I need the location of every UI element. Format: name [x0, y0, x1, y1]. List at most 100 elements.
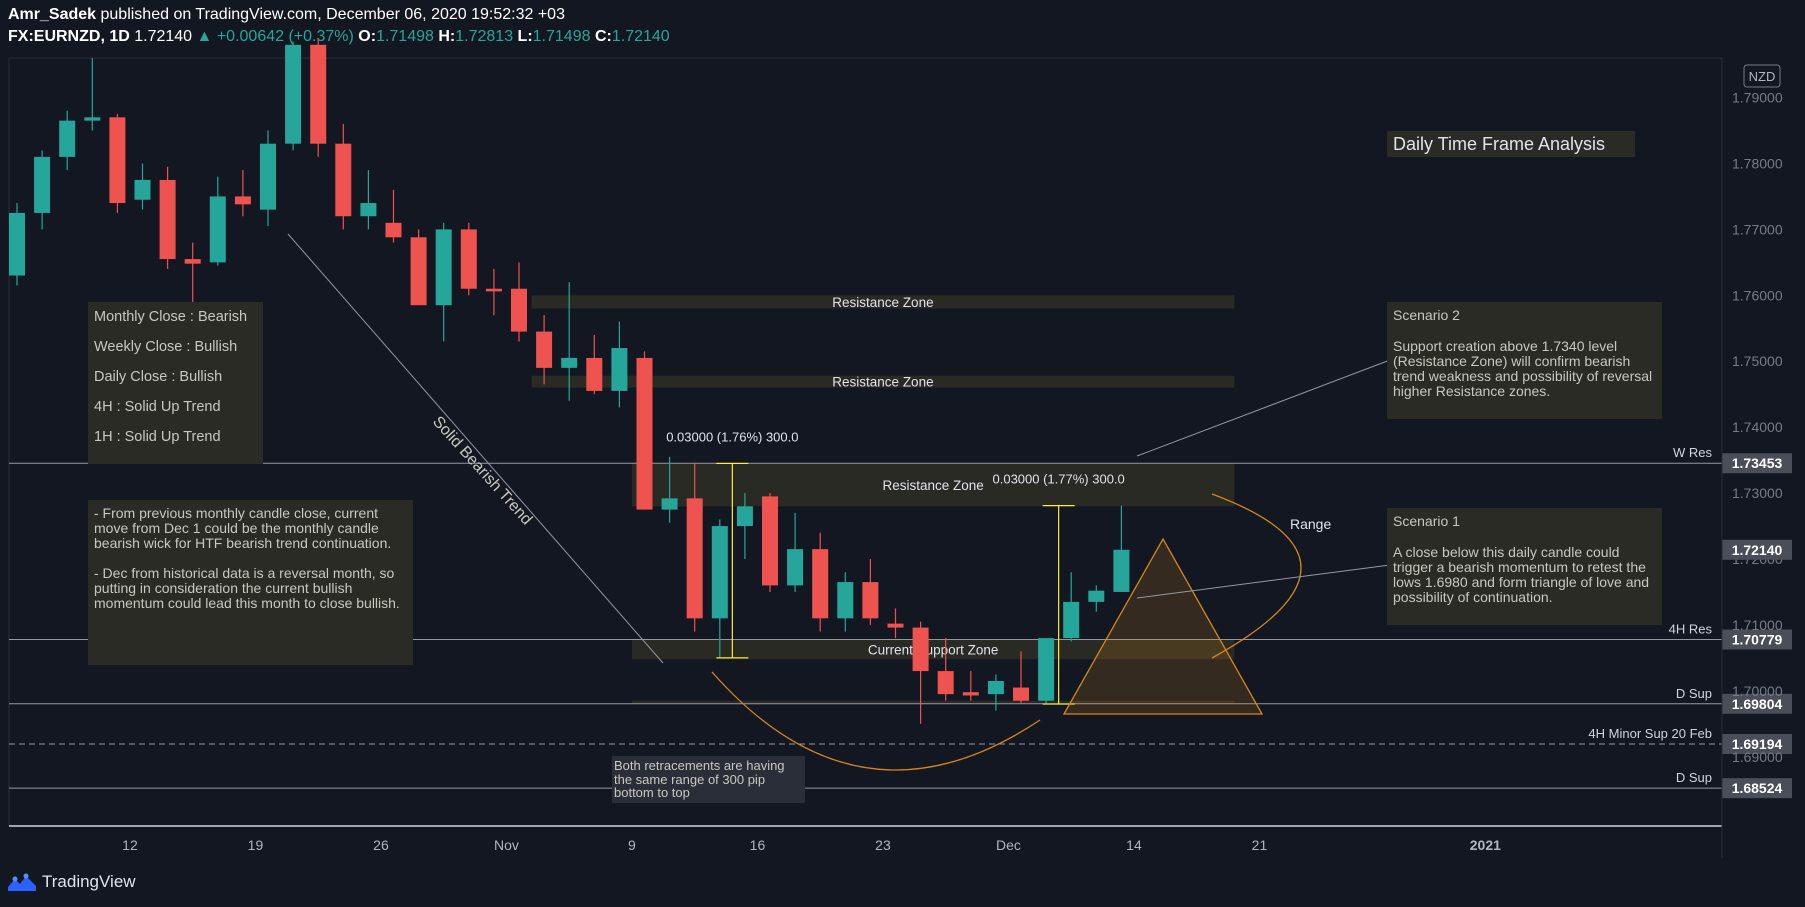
scenario2-note: Scenario 2 Support creation above 1.7340… — [1387, 302, 1662, 419]
level-price-label: 1.73453 — [1732, 455, 1783, 471]
analysis-title: Daily Time Frame Analysis — [1387, 131, 1635, 157]
level-name: W Res — [1673, 445, 1713, 460]
author-name[interactable]: Amr_Sadek — [8, 6, 97, 23]
close-item: 1H : Solid Up Trend — [94, 429, 221, 445]
monthly-note: - From previous monthly candle close, cu… — [88, 500, 413, 665]
level-price-label: 1.70779 — [1732, 632, 1783, 648]
monthly-note-paragraph: - Dec from historical data is a reversal… — [94, 565, 400, 611]
high-value: 1.72813 — [455, 28, 514, 45]
measure-label: 0.03000 (1.76%) 300.0 — [666, 429, 798, 444]
candle-body — [611, 348, 628, 391]
x-tick-label: Dec — [996, 837, 1021, 853]
x-tick-label: 12 — [122, 837, 138, 853]
level-price-label: 1.69804 — [1732, 696, 1783, 712]
y-tick-label: 1.74000 — [1732, 419, 1783, 435]
high-label: H: — [438, 28, 456, 45]
x-tick-label: 26 — [373, 837, 389, 853]
y-tick-label: 1.73000 — [1732, 485, 1783, 501]
candle-body — [9, 212, 25, 276]
trend-label: Solid Bearish Trend — [429, 413, 535, 528]
candle-body — [837, 582, 854, 619]
candle-body — [34, 156, 51, 213]
candle-body — [209, 196, 226, 263]
level-price-box — [1722, 693, 1792, 714]
candle-body — [184, 259, 201, 264]
scenario2-text: Support creation above 1.7340 level (Res… — [1393, 338, 1653, 399]
publish-info: published on TradingView.com, December 0… — [100, 6, 565, 23]
last-price-box — [1722, 539, 1792, 560]
currency-box — [1743, 64, 1781, 88]
chart-header: Amr_Sadek published on TradingView.com, … — [8, 4, 1208, 48]
y-tick-label: 1.79000 — [1732, 90, 1783, 106]
candle-body — [711, 526, 728, 619]
candle-body — [435, 229, 452, 306]
close-label: C: — [594, 28, 612, 45]
price-change: +0.00642 (+0.37%) — [216, 28, 354, 45]
candle-body — [1088, 590, 1105, 602]
close-item: Weekly Close : Bullish — [94, 339, 238, 355]
x-tick-label: 9 — [628, 837, 636, 853]
candle-body — [636, 357, 653, 510]
open-value: 1.71498 — [376, 28, 434, 45]
y-tick-label: 1.70000 — [1732, 683, 1783, 699]
candle-body — [410, 237, 427, 306]
y-tick-label: 1.76000 — [1732, 287, 1783, 303]
tradingview-logo-icon — [8, 873, 36, 891]
level-price-label: 1.68524 — [1732, 780, 1783, 796]
level-price-label: 1.69194 — [1732, 736, 1783, 752]
open-label: O: — [358, 28, 377, 45]
candle-body — [762, 496, 778, 586]
candle-body — [987, 680, 1004, 695]
price-chart[interactable]: Resistance Zone Resistance Zone Resistance… — [0, 0, 1805, 870]
x-tick-label: 14 — [1126, 837, 1142, 853]
zone-label: Resistance Zone — [832, 295, 933, 310]
footer-brand[interactable]: TradingView — [8, 872, 136, 892]
publish-line: Amr_Sadek published on TradingView.com, … — [8, 4, 1208, 26]
level-name: D Sup — [1676, 686, 1712, 701]
candle-body — [1038, 638, 1055, 701]
range-label: Range — [1290, 516, 1331, 532]
zone-label: Current Support Zone — [868, 642, 999, 657]
zone-rect — [631, 639, 1235, 660]
x-tick-label: 23 — [875, 837, 891, 853]
range-curve — [1211, 493, 1302, 659]
level-name: 4H Res — [1669, 622, 1713, 637]
candle-body — [536, 331, 553, 368]
scenario1-text: A close below this daily candle could tr… — [1393, 544, 1650, 605]
candle-body — [234, 196, 251, 205]
candle-body — [310, 44, 327, 144]
y-tick-label: 1.75000 — [1732, 353, 1783, 369]
last-price: 1.72140 — [134, 28, 193, 45]
level-price-box — [1722, 778, 1792, 799]
y-tick-label: 1.71000 — [1732, 617, 1783, 633]
triangle-shape — [1062, 537, 1264, 715]
scenario1-note: Scenario 1 A close below this daily cand… — [1387, 508, 1662, 625]
level-price-box — [1722, 733, 1792, 754]
zone-rect — [631, 700, 1235, 705]
candle-body — [887, 623, 904, 628]
currency-label: NZD — [1749, 69, 1776, 84]
candle-body — [59, 120, 76, 157]
low-label: L: — [517, 28, 533, 45]
scenario2-title: Scenario 2 — [1393, 307, 1460, 323]
zone-rect — [531, 375, 1235, 388]
candle-body — [736, 506, 753, 527]
zone-label: Resistance Zone — [882, 478, 983, 493]
candle-body — [159, 179, 176, 260]
x-tick-label: 2021 — [1470, 837, 1501, 853]
retracement-note: Both retracements are having the same ra… — [612, 756, 805, 803]
candle-body — [360, 203, 377, 217]
close-item: Monthly Close : Bearish — [94, 309, 248, 325]
closes-note: Monthly Close : Bearish Weekly Close : B… — [88, 302, 263, 464]
close-item: 4H : Solid Up Trend — [94, 399, 221, 415]
candle-body — [561, 357, 578, 368]
symbol-label[interactable]: FX:EURNZD, 1D — [8, 28, 130, 45]
candle-body — [485, 288, 502, 292]
monthly-note-paragraph: - From previous monthly candle close, cu… — [94, 505, 392, 551]
zone-label: Resistance Zone — [832, 375, 933, 390]
level-name: 4H Minor Sup 20 Feb — [1588, 726, 1712, 741]
zone-rect — [531, 295, 1235, 309]
candle-body — [260, 143, 276, 210]
trend-line — [287, 233, 664, 664]
candle-body — [812, 549, 829, 619]
